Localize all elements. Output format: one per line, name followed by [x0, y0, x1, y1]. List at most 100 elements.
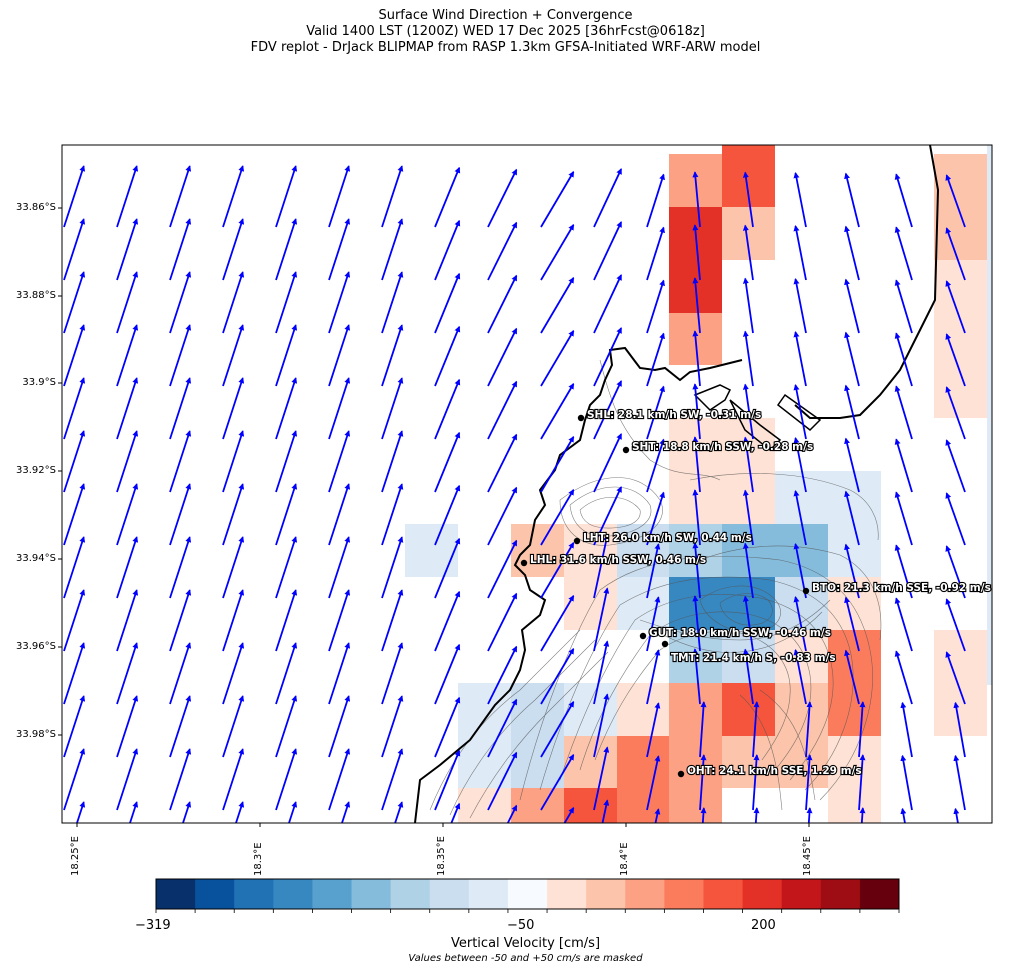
wind-arrow-icon: [487, 539, 518, 599]
colorbar-bin: [312, 879, 353, 909]
wind-arrow-icon: [434, 378, 461, 440]
wind-arrow-icon: [540, 277, 575, 334]
wind-arrow-icon: [63, 642, 86, 705]
wind-arrow-icon: [434, 219, 461, 281]
wind-arrow-icon: [63, 536, 86, 599]
wind-arrow-icon: [900, 754, 913, 811]
wind-arrow-icon: [487, 168, 518, 228]
station-gut[interactable]: GUT: 18.0 km/h SSW, -0.46 m/s: [639, 626, 832, 640]
wind-arrow-icon: [434, 537, 461, 599]
wind-arrow-icon: [593, 168, 623, 228]
station-lht[interactable]: LHT: 26.0 km/h SW, 0.44 m/s: [573, 531, 753, 545]
station-label: OHT: 24.1 km/h SSE, 1.29 m/s: [687, 765, 862, 777]
wind-arrow-icon: [275, 748, 298, 811]
wind-arrow-icon: [752, 754, 760, 811]
colorbar-note: Values between -50 and +50 cm/s are mask…: [408, 953, 643, 964]
station-bto[interactable]: BTO: 21.3 km/h SSE, -0.92 m/s: [802, 581, 992, 595]
wind-arrow-icon: [63, 483, 86, 546]
colorbar-bin: [507, 879, 548, 909]
wind-arrow-icon: [844, 384, 860, 440]
wind-arrow-icon: [844, 278, 860, 334]
wind-arrow-icon: [116, 165, 139, 228]
wind-arrow-icon: [328, 271, 351, 334]
wind-arrow-icon: [700, 807, 707, 823]
wind-arrow-icon: [275, 589, 298, 652]
wind-arrow-icon: [806, 807, 813, 823]
wind-arrow-icon: [275, 324, 298, 387]
wind-arrow-icon: [487, 433, 518, 493]
station-dot-icon: [577, 414, 585, 422]
velocity-cell: [934, 630, 987, 736]
wind-arrow-icon: [953, 807, 960, 823]
wind-arrow-icon: [328, 430, 351, 493]
wind-arrow-icon: [222, 271, 245, 334]
station-lhl[interactable]: LHL: 31.6 km/h SSW, 0.46 m/s: [520, 553, 707, 567]
colorbar-tick-label: −319: [135, 918, 171, 933]
wind-arrow-icon: [742, 648, 754, 705]
wind-arrow-icon: [859, 807, 866, 823]
wind-arrow-icon: [381, 589, 404, 652]
wind-arrow-icon: [381, 642, 404, 705]
colorbar-bin: [195, 879, 235, 909]
wind-arrow-icon: [434, 749, 461, 811]
wind-arrow-icon: [540, 648, 575, 705]
wind-arrow-icon: [381, 695, 404, 758]
x-tick-label: 18.45°E: [802, 836, 813, 876]
wind-arrow-icon: [593, 746, 610, 811]
velocity-cell: [669, 577, 775, 630]
wind-arrow-icon: [742, 542, 754, 599]
wind-vectors: [63, 165, 966, 823]
station-label: SHT: 18.8 km/h SSW, -0.28 m/s: [632, 441, 813, 453]
wind-arrow-icon: [793, 596, 807, 652]
wind-arrow-icon: [222, 748, 245, 811]
station-dot-icon: [520, 559, 528, 567]
velocity-cell: [617, 788, 669, 823]
velocity-cell: [987, 145, 992, 685]
velocity-cell: [669, 207, 722, 313]
wind-arrow-icon: [328, 589, 351, 652]
wind-arrow-icon: [593, 640, 610, 705]
wind-arrow-icon: [894, 438, 913, 493]
velocity-cell: [934, 154, 987, 260]
wind-arrow-icon: [742, 595, 754, 652]
wind-arrow-icon: [646, 649, 661, 705]
wind-arrow-icon: [646, 332, 665, 387]
wind-arrow-icon: [487, 645, 518, 705]
wind-arrow-icon: [793, 225, 807, 281]
station-oht[interactable]: OHT: 24.1 km/h SSE, 1.29 m/s: [677, 764, 863, 778]
title-line-2: Valid 1400 LST (1200Z) WED 17 Dec 2025 […: [306, 24, 705, 39]
wind-arrow-icon: [434, 696, 461, 758]
plot-frame: [61, 144, 993, 824]
wind-arrow-icon: [275, 483, 298, 546]
colorbar-bin: [625, 879, 665, 909]
y-tick-label: 33.96°S: [16, 641, 56, 652]
wind-arrow-icon: [844, 543, 860, 599]
colorbar-bin: [742, 879, 783, 909]
wind-arrow-icon: [646, 438, 665, 493]
wind-arrow-icon: [116, 218, 139, 281]
wind-arrow-icon: [894, 491, 913, 546]
vertical-velocity-cells: [405, 145, 992, 823]
station-tmt[interactable]: TMT: 21.4 km/h S, -0.83 m/s: [661, 640, 837, 665]
velocity-cell: [564, 736, 617, 788]
wind-arrow-icon: [699, 701, 707, 758]
x-tick-label: 18.25°E: [70, 836, 81, 876]
station-sht[interactable]: SHT: 18.8 km/h SSW, -0.28 m/s: [622, 440, 814, 454]
wind-arrow-icon: [945, 386, 966, 440]
wind-arrow-icon: [593, 693, 610, 758]
station-shl[interactable]: SHL: 28.1 km/h SW, -0.31 m/s: [577, 408, 762, 422]
wind-arrow-icon: [169, 589, 192, 652]
wind-arrow-icon: [646, 702, 661, 758]
y-tick-label: 33.94°S: [16, 553, 56, 564]
wind-arrow-icon: [169, 536, 192, 599]
wind-arrow-icon: [116, 271, 139, 334]
wind-arrow-icon: [742, 330, 754, 387]
velocity-cell: [564, 788, 617, 823]
wind-arrow-icon: [894, 544, 913, 599]
colorbar-bin: [664, 879, 704, 909]
wind-arrow-icon: [894, 597, 913, 652]
wind-arrow-icon: [593, 380, 623, 440]
wind-arrow-icon: [116, 536, 139, 599]
wind-arrow-icon: [742, 277, 754, 334]
colorbar-bin: [351, 879, 392, 909]
